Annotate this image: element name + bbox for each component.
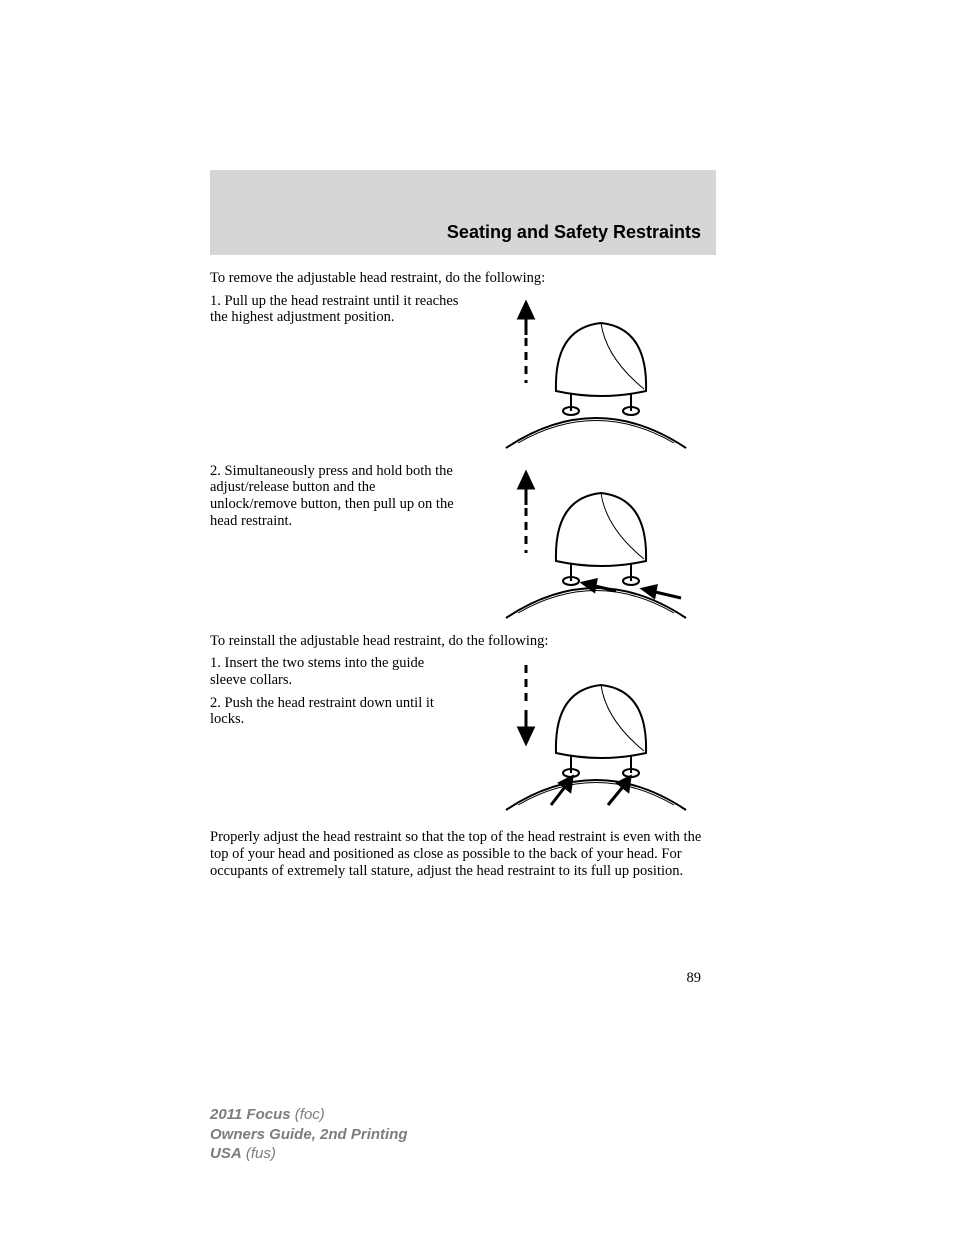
page-number: 89 xyxy=(687,970,702,987)
reinstall-step2-text: 2. Push the head restraint down until it… xyxy=(210,695,460,728)
reinstall-intro: To reinstall the adjustable head restrai… xyxy=(210,633,716,650)
reinstall-steps-text: 1. Insert the two stems into the guide s… xyxy=(210,655,466,815)
headrest-press-up-icon xyxy=(476,463,716,623)
reinstall-step1-text: 1. Insert the two stems into the guide s… xyxy=(210,655,460,688)
footer-line1: 2011 Focus (foc) xyxy=(210,1105,408,1125)
footer-line2: Owners Guide, 2nd Printing xyxy=(210,1125,408,1145)
footer-line3: USA (fus) xyxy=(210,1144,408,1164)
headrest-down-icon xyxy=(476,655,716,815)
header-bar: Seating and Safety Restraints xyxy=(210,170,716,255)
remove-step1-text: 1. Pull up the head restraint until it r… xyxy=(210,293,466,453)
section-title: Seating and Safety Restraints xyxy=(447,222,701,243)
remove-step2-figure xyxy=(476,463,716,623)
footer-model: 2011 Focus xyxy=(210,1106,291,1123)
footer-region: USA xyxy=(210,1145,242,1162)
footer-model-code: (foc) xyxy=(291,1106,325,1123)
page-content: To remove the adjustable head restraint,… xyxy=(210,270,716,879)
reinstall-steps-row: 1. Insert the two stems into the guide s… xyxy=(210,655,716,815)
headrest-up-icon xyxy=(476,293,716,453)
remove-step2-text: 2. Simultaneously press and hold both th… xyxy=(210,463,466,623)
remove-step1-figure xyxy=(476,293,716,453)
remove-intro: To remove the adjustable head restraint,… xyxy=(210,270,716,287)
footer-region-code: (fus) xyxy=(242,1145,276,1162)
remove-step2-row: 2. Simultaneously press and hold both th… xyxy=(210,463,716,623)
reinstall-figure xyxy=(476,655,716,815)
remove-step1-row: 1. Pull up the head restraint until it r… xyxy=(210,293,716,453)
closing-paragraph: Properly adjust the head restraint so th… xyxy=(210,829,716,879)
footer: 2011 Focus (foc) Owners Guide, 2nd Print… xyxy=(210,1105,408,1164)
